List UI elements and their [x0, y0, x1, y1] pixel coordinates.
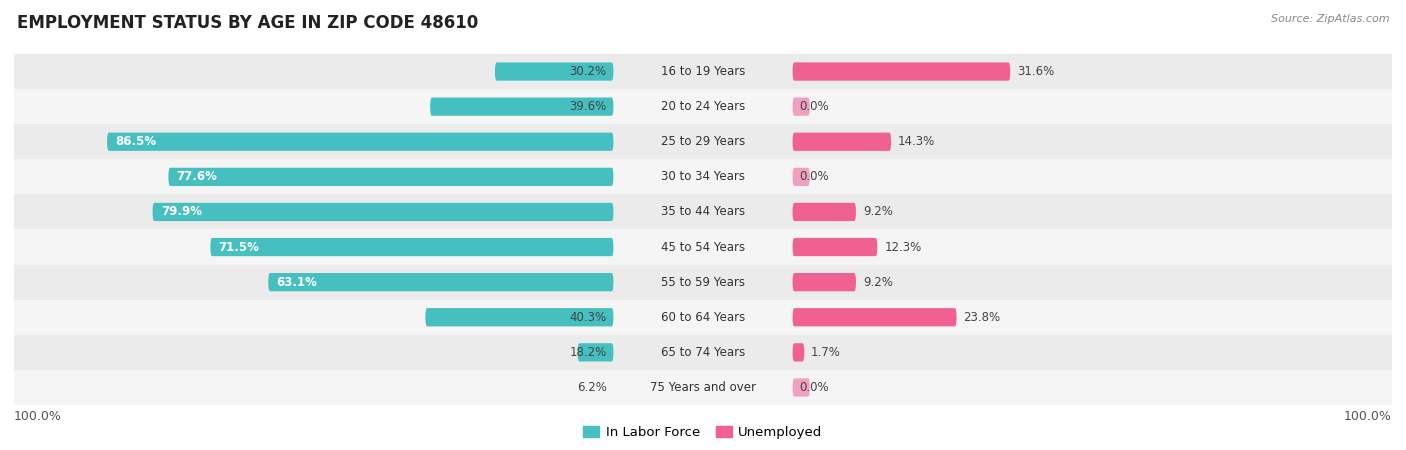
Text: 25 to 29 Years: 25 to 29 Years: [661, 135, 745, 148]
Text: 1.7%: 1.7%: [811, 346, 841, 359]
Text: 45 to 54 Years: 45 to 54 Years: [661, 241, 745, 253]
FancyBboxPatch shape: [430, 98, 613, 116]
Text: 30 to 34 Years: 30 to 34 Years: [661, 171, 745, 183]
FancyBboxPatch shape: [426, 308, 613, 326]
FancyBboxPatch shape: [169, 168, 613, 186]
FancyBboxPatch shape: [793, 343, 804, 361]
Text: 9.2%: 9.2%: [863, 276, 893, 288]
Text: 16 to 19 Years: 16 to 19 Years: [661, 65, 745, 78]
Text: 0.0%: 0.0%: [800, 100, 830, 113]
FancyBboxPatch shape: [269, 273, 613, 291]
FancyBboxPatch shape: [14, 54, 1392, 89]
Legend: In Labor Force, Unemployed: In Labor Force, Unemployed: [578, 420, 828, 444]
Text: 23.8%: 23.8%: [963, 311, 1001, 324]
Text: 40.3%: 40.3%: [569, 311, 606, 324]
FancyBboxPatch shape: [211, 238, 613, 256]
Text: 55 to 59 Years: 55 to 59 Years: [661, 276, 745, 288]
FancyBboxPatch shape: [793, 238, 877, 256]
Text: 31.6%: 31.6%: [1017, 65, 1054, 78]
Text: 14.3%: 14.3%: [898, 135, 935, 148]
Text: 63.1%: 63.1%: [277, 276, 318, 288]
FancyBboxPatch shape: [107, 133, 613, 151]
Text: 6.2%: 6.2%: [576, 381, 606, 394]
FancyBboxPatch shape: [14, 265, 1392, 300]
Text: 86.5%: 86.5%: [115, 135, 156, 148]
Text: Source: ZipAtlas.com: Source: ZipAtlas.com: [1271, 14, 1389, 23]
FancyBboxPatch shape: [14, 230, 1392, 265]
FancyBboxPatch shape: [793, 273, 856, 291]
FancyBboxPatch shape: [14, 89, 1392, 124]
Text: 35 to 44 Years: 35 to 44 Years: [661, 206, 745, 218]
FancyBboxPatch shape: [14, 124, 1392, 159]
FancyBboxPatch shape: [14, 335, 1392, 370]
FancyBboxPatch shape: [793, 378, 810, 396]
FancyBboxPatch shape: [793, 168, 810, 186]
Text: 79.9%: 79.9%: [160, 206, 202, 218]
FancyBboxPatch shape: [793, 203, 856, 221]
Text: 65 to 74 Years: 65 to 74 Years: [661, 346, 745, 359]
Text: 77.6%: 77.6%: [177, 171, 218, 183]
FancyBboxPatch shape: [152, 203, 613, 221]
Text: EMPLOYMENT STATUS BY AGE IN ZIP CODE 48610: EMPLOYMENT STATUS BY AGE IN ZIP CODE 486…: [17, 14, 478, 32]
Text: 71.5%: 71.5%: [219, 241, 260, 253]
FancyBboxPatch shape: [793, 133, 891, 151]
Text: 9.2%: 9.2%: [863, 206, 893, 218]
FancyBboxPatch shape: [14, 300, 1392, 335]
Text: 60 to 64 Years: 60 to 64 Years: [661, 311, 745, 324]
Text: 100.0%: 100.0%: [14, 410, 62, 423]
Text: 0.0%: 0.0%: [800, 381, 830, 394]
FancyBboxPatch shape: [495, 63, 613, 81]
FancyBboxPatch shape: [578, 343, 613, 361]
FancyBboxPatch shape: [14, 194, 1392, 230]
Text: 100.0%: 100.0%: [1344, 410, 1392, 423]
FancyBboxPatch shape: [793, 98, 810, 116]
Text: 0.0%: 0.0%: [800, 171, 830, 183]
Text: 18.2%: 18.2%: [569, 346, 606, 359]
Text: 75 Years and over: 75 Years and over: [650, 381, 756, 394]
FancyBboxPatch shape: [14, 370, 1392, 405]
Text: 30.2%: 30.2%: [569, 65, 606, 78]
Text: 39.6%: 39.6%: [569, 100, 606, 113]
FancyBboxPatch shape: [14, 159, 1392, 194]
Text: 20 to 24 Years: 20 to 24 Years: [661, 100, 745, 113]
FancyBboxPatch shape: [793, 308, 956, 326]
Text: 12.3%: 12.3%: [884, 241, 921, 253]
FancyBboxPatch shape: [793, 63, 1011, 81]
